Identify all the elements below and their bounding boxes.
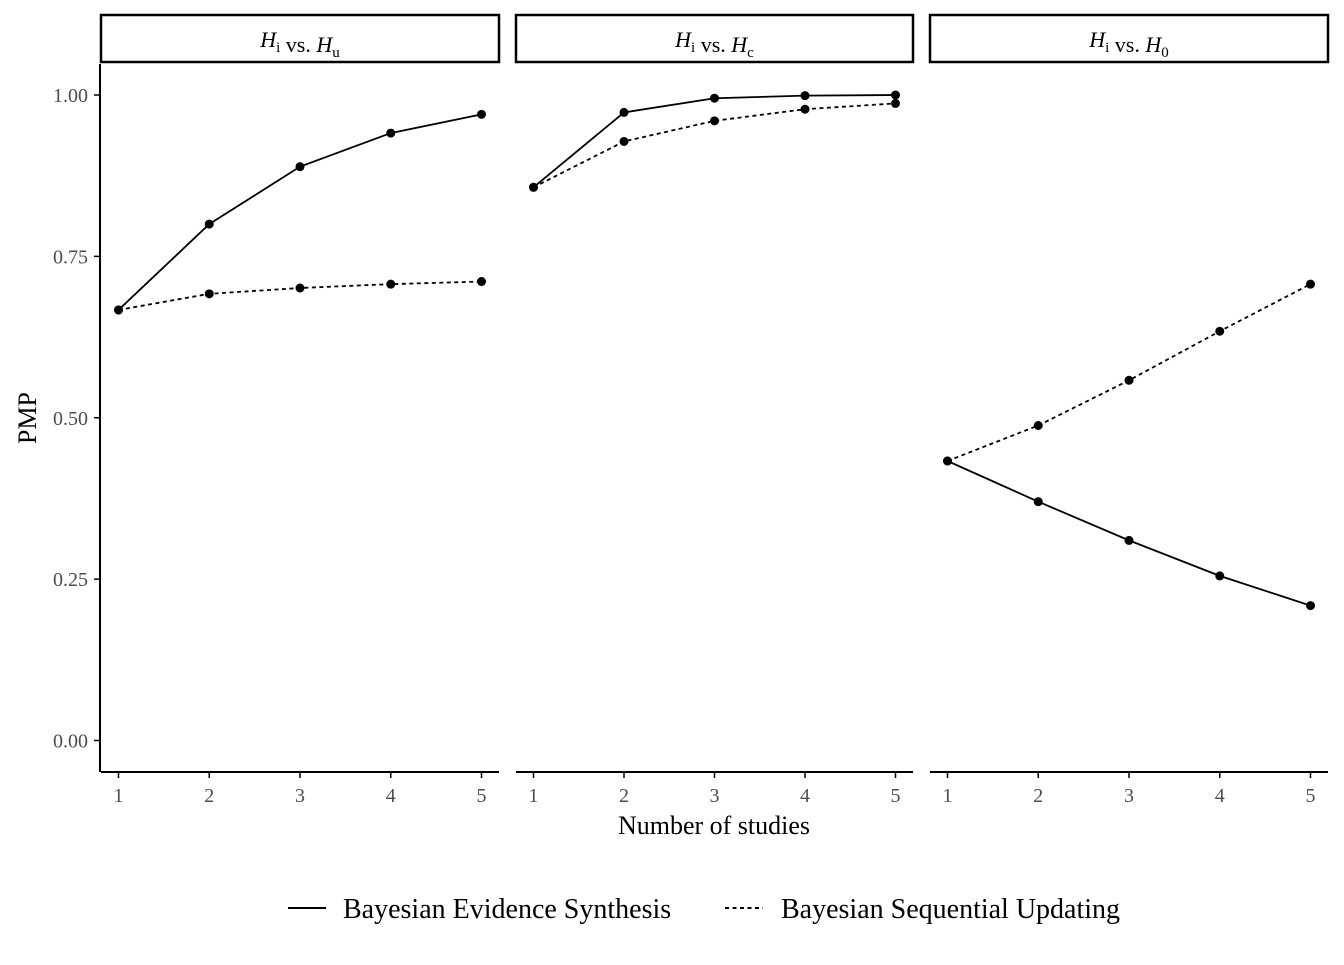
facet-strip-label-part: i [276, 40, 280, 56]
data-point [619, 107, 629, 117]
data-point [477, 109, 486, 119]
series-line-evidence-synthesis [117, 113, 482, 311]
x-axis-title: Number of studies [618, 811, 810, 840]
y-tick-label: 0.50 [53, 408, 88, 430]
data-point [619, 136, 629, 146]
data-point [386, 128, 396, 138]
data-point [1215, 326, 1225, 336]
data-point [800, 91, 810, 101]
facet-strip-label: Hi vs. Hc [674, 27, 754, 61]
series-line-evidence-synthesis [532, 94, 896, 189]
x-tick-label: 3 [710, 785, 720, 807]
facet-strip-label-part: vs. [695, 32, 731, 57]
data-point [1306, 279, 1315, 289]
y-tick-label: 0.00 [53, 731, 88, 753]
facet-strip-label-part: H [1144, 32, 1162, 57]
data-point [943, 456, 952, 466]
data-point [891, 98, 900, 108]
x-tick-label: 5 [891, 785, 901, 807]
x-tick-label: 3 [1124, 785, 1134, 807]
panel-3: Hi vs. H01 2 3 4 5 [928, 13, 1330, 807]
y-axis-title: PMP [13, 392, 42, 444]
panel-2: Hi vs. Hc 1 2 3 4 5 [514, 13, 915, 807]
x-tick-label: 4 [386, 785, 396, 807]
data-point [204, 289, 214, 299]
facet-strip-label-part: vs. [1109, 32, 1145, 57]
x-tick-label: 5 [1306, 785, 1316, 807]
data-point [710, 116, 719, 126]
x-tick-label: 5 [477, 785, 487, 807]
data-point [295, 162, 305, 172]
panel-1: Hi vs. Hu 1 2 3 4 5 [99, 13, 501, 807]
x-tick-label: 1 [529, 785, 539, 807]
x-tick-label: 2 [619, 785, 629, 807]
data-point [891, 90, 900, 100]
facet-strip-label-part: 0 [1161, 45, 1169, 61]
facet-strip-label-part: u [332, 45, 340, 61]
x-tick-label: 1 [114, 785, 124, 807]
facet-strip-label-part: H [1088, 27, 1106, 52]
x-tick-label: 2 [1033, 785, 1043, 807]
data-point [295, 283, 305, 293]
data-point [1033, 497, 1043, 507]
legend-label: Bayesian Evidence Synthesis [343, 894, 671, 925]
facet-strip-label-part: H [730, 32, 748, 57]
x-tick-label: 4 [800, 785, 810, 807]
legend: Bayesian Evidence Synthesis Bayesian Sequ… [288, 894, 1120, 925]
data-point [1215, 571, 1225, 581]
legend-label: Bayesian Sequential Updating [781, 894, 1120, 925]
y-tick-label: 0.25 [53, 569, 88, 591]
x-tick-label: 2 [204, 785, 214, 807]
data-point [204, 219, 214, 229]
facet-strip-label-part: H [259, 27, 277, 52]
facet-strip [514, 13, 915, 64]
x-tick-label: 1 [943, 785, 953, 807]
facet-strip-label: Hi vs. H0 [1088, 27, 1169, 61]
data-point [1033, 420, 1043, 430]
facet-strip [928, 13, 1330, 64]
facet-strip [99, 13, 501, 64]
series-line-evidence-synthesis [947, 460, 1311, 607]
data-point [1124, 375, 1134, 385]
data-point [710, 93, 719, 103]
series-line-sequential-updating [533, 102, 896, 189]
facet-strip-label: Hi vs. Hu [259, 27, 340, 61]
series-line-sequential-updating [947, 283, 1311, 462]
data-point [477, 277, 486, 287]
data-point [386, 279, 396, 289]
data-point [529, 182, 538, 192]
facet-strip-label-part: i [691, 40, 695, 56]
data-point [1306, 601, 1315, 611]
facet-strip-label-part: vs. [280, 32, 316, 57]
data-point [800, 104, 810, 114]
y-tick-label: 0.75 [53, 246, 88, 268]
data-point [1124, 535, 1134, 545]
data-point [114, 305, 123, 315]
facet-strip-label-part: H [674, 27, 692, 52]
x-tick-label: 3 [295, 785, 305, 807]
facet-strip-label-part: i [1105, 40, 1109, 56]
facet-strip-label-part: H [315, 32, 333, 57]
y-tick-label: 1.00 [53, 85, 88, 107]
x-tick-label: 4 [1215, 785, 1225, 807]
facet-strip-label-part: c [747, 45, 754, 61]
